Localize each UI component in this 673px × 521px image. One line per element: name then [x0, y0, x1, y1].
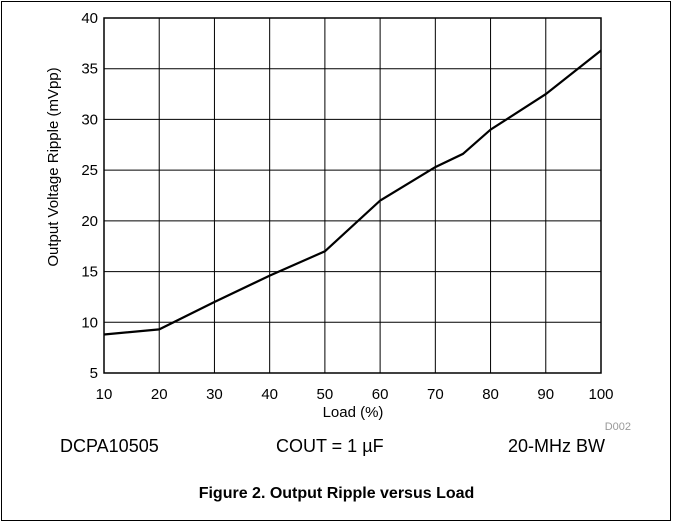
chart-id-annotation: D002: [605, 421, 631, 433]
y-tick-label: 10: [81, 314, 98, 331]
x-tick-label: 100: [588, 386, 613, 403]
y-tick-label: 35: [81, 61, 98, 78]
series-line: [103, 49, 602, 336]
y-tick-label: 5: [90, 365, 98, 382]
y-tick-label: 25: [81, 162, 98, 179]
y-tick-label: 20: [81, 213, 98, 230]
plot-area: [103, 17, 602, 374]
tick-labels: 10 20 30 40 50 60 70 80 90 100 5 10 15 20 25 30 35 40: [81, 10, 613, 403]
x-tick-label: 20: [151, 386, 168, 403]
x-tick-label: 60: [372, 386, 389, 403]
y-axis-label: Output Voltage Ripple (mVpp): [45, 67, 62, 266]
x-axis-label: Load (%): [323, 404, 384, 421]
x-tick-label: 30: [206, 386, 223, 403]
x-tick-label: 70: [427, 386, 444, 403]
x-tick-label: 40: [261, 386, 278, 403]
x-tick-label: 50: [317, 386, 334, 403]
device-label: DCPA10505: [60, 436, 159, 456]
cout-label: COUT = 1 µF: [276, 436, 384, 456]
x-tick-label: 80: [482, 386, 499, 403]
y-tick-label: 30: [81, 111, 98, 128]
bandwidth-label: 20-MHz BW: [508, 436, 606, 456]
figure-title: Figure 2. Output Ripple versus Load: [198, 485, 475, 502]
x-tick-label: 10: [96, 386, 113, 403]
x-tick-label: 90: [537, 386, 554, 403]
y-tick-label: 15: [81, 264, 98, 281]
y-tick-label: 40: [81, 10, 98, 27]
